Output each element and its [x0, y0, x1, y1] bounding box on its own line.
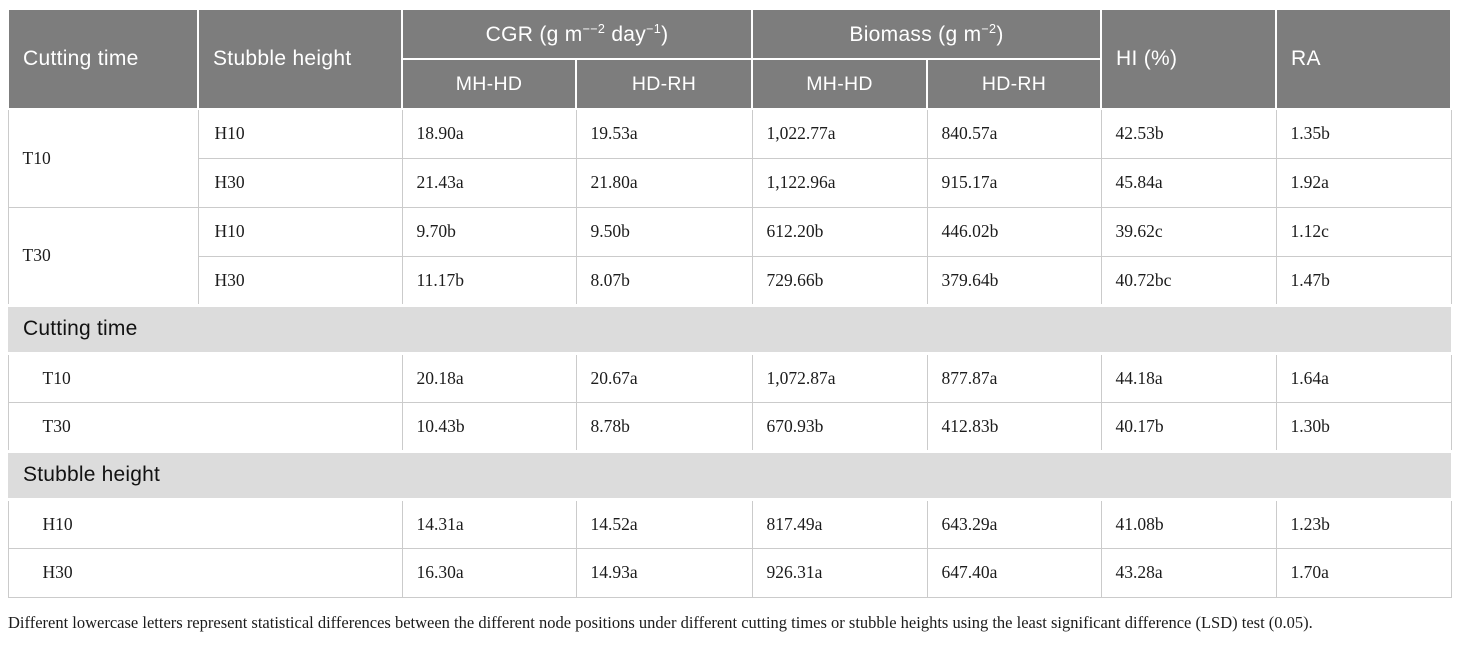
- cell-value: 21.80a: [575, 157, 753, 208]
- cell-value: 643.29a: [926, 498, 1102, 549]
- cell-row-label: T10: [7, 352, 403, 403]
- cell-value: 40.17b: [1100, 401, 1277, 452]
- cell-row-label: H30: [7, 547, 403, 598]
- cell-row-label: T30: [7, 401, 403, 452]
- col-header-cgr: CGR (g m−−2 day−1): [400, 8, 754, 60]
- cell-value: 39.62c: [1100, 206, 1277, 257]
- table-container: Cutting time Stubble height CGR (g m−−2 …: [7, 8, 1453, 632]
- cell-value: 1,072.87a: [751, 352, 928, 403]
- table-row: T10 H10 18.90a 19.53a 1,022.77a 840.57a …: [7, 108, 1452, 208]
- cell-value: 379.64b: [926, 255, 1102, 306]
- col-header-biomass: Biomass (g m−2): [751, 8, 1103, 60]
- unit-text: day: [605, 22, 647, 46]
- cell-value: 9.70b: [401, 206, 577, 257]
- table-row: H30 16.30a 14.93a 926.31a 647.40a 43.28a…: [7, 547, 1452, 598]
- unit-text: ): [661, 22, 669, 46]
- section-label: Cutting time: [8, 303, 1452, 355]
- cell-value: 10.43b: [401, 401, 577, 452]
- col-header-cgr-hd-rh: HD-RH: [574, 58, 754, 110]
- table-row: T30 H10 9.70b 9.50b 612.20b 446.02b 39.6…: [7, 206, 1452, 306]
- cell-value: 18.90a: [401, 108, 577, 159]
- unit-text: ): [996, 22, 1004, 46]
- table-row: T30 10.43b 8.78b 670.93b 412.83b 40.17b …: [7, 401, 1452, 452]
- cell-stubble-height: H10: [197, 206, 403, 257]
- cell-cutting-time: T10: [7, 108, 199, 208]
- cell-value: 19.53a: [575, 108, 753, 159]
- section-label: Stubble height: [8, 449, 1452, 501]
- cell-value: 647.40a: [926, 547, 1102, 598]
- table-row: H30 11.17b 8.07b 729.66b 379.64b 40.72bc…: [8, 255, 1452, 306]
- cell-value: 915.17a: [926, 157, 1102, 208]
- unit-text: CGR (g m: [485, 22, 583, 46]
- cell-value: 14.93a: [575, 547, 753, 598]
- cell-value: 21.43a: [401, 157, 577, 208]
- cell-row-label: H10: [7, 498, 403, 549]
- cell-value: 14.31a: [401, 498, 577, 549]
- cell-value: 42.53b: [1100, 108, 1277, 159]
- table-footnote: Different lowercase letters represent st…: [8, 612, 1313, 632]
- section-band-stubble-height: Stubble height: [8, 449, 1452, 501]
- cell-value: 412.83b: [926, 401, 1102, 452]
- cell-value: 44.18a: [1100, 352, 1277, 403]
- cell-cutting-time: T30: [7, 206, 199, 306]
- col-header-ra: RA: [1275, 8, 1453, 110]
- header-group-row: Cutting time Stubble height CGR (g m−−2 …: [7, 8, 1453, 110]
- cell-value: 817.49a: [751, 498, 928, 549]
- cell-value: 1,022.77a: [751, 108, 928, 159]
- col-header-stubble-height: Stubble height: [197, 8, 403, 110]
- cell-value: 1.30b: [1275, 401, 1452, 452]
- col-header-cgr-mh-hd: MH-HD: [401, 58, 577, 110]
- cell-value: 9.50b: [575, 206, 753, 257]
- cell-value: 1.47b: [1275, 255, 1452, 306]
- cell-value: 926.31a: [751, 547, 928, 598]
- unit-superscript: −2: [981, 21, 997, 36]
- unit-superscript: −−2: [582, 21, 606, 36]
- cell-value: 877.87a: [926, 352, 1102, 403]
- section-band-cutting-time: Cutting time: [8, 303, 1452, 355]
- col-header-cutting-time: Cutting time: [7, 8, 199, 110]
- table-header: Cutting time Stubble height CGR (g m−−2 …: [7, 8, 1453, 110]
- col-header-hi: HI (%): [1100, 8, 1278, 110]
- cell-value: 14.52a: [575, 498, 753, 549]
- cell-value: 1.23b: [1275, 498, 1452, 549]
- unit-text: Biomass (g m: [849, 22, 982, 46]
- cell-value: 840.57a: [926, 108, 1102, 159]
- cell-value: 11.17b: [401, 255, 577, 306]
- cell-value: 16.30a: [401, 547, 577, 598]
- cell-value: 45.84a: [1100, 157, 1277, 208]
- cell-value: 612.20b: [751, 206, 928, 257]
- cell-value: 1.70a: [1275, 547, 1452, 598]
- cell-value: 1.64a: [1275, 352, 1452, 403]
- cell-value: 43.28a: [1100, 547, 1277, 598]
- cell-value: 1,122.96a: [751, 157, 928, 208]
- cell-value: 20.18a: [401, 352, 577, 403]
- unit-superscript: −1: [646, 21, 662, 36]
- results-table: Cutting time Stubble height CGR (g m−−2 …: [7, 8, 1453, 598]
- cell-value: 446.02b: [926, 206, 1102, 257]
- header-sub-row: MH-HD HD-RH MH-HD HD-RH: [8, 58, 1451, 110]
- table-row: H30 21.43a 21.80a 1,122.96a 915.17a 45.8…: [8, 157, 1452, 208]
- table-body: T10 H10 18.90a 19.53a 1,022.77a 840.57a …: [7, 108, 1452, 598]
- cell-value: 1.12c: [1275, 206, 1452, 257]
- table-row: H10 14.31a 14.52a 817.49a 643.29a 41.08b…: [7, 498, 1452, 549]
- cell-value: 40.72bc: [1100, 255, 1277, 306]
- cell-value: 1.35b: [1275, 108, 1452, 159]
- cell-value: 729.66b: [751, 255, 928, 306]
- col-header-biomass-mh-hd: MH-HD: [751, 58, 929, 110]
- cell-stubble-height: H30: [197, 255, 403, 306]
- cell-value: 1.92a: [1275, 157, 1452, 208]
- cell-value: 41.08b: [1100, 498, 1277, 549]
- cell-stubble-height: H10: [197, 108, 403, 159]
- cell-value: 670.93b: [751, 401, 928, 452]
- cell-value: 8.07b: [575, 255, 753, 306]
- cell-value: 8.78b: [575, 401, 753, 452]
- cell-stubble-height: H30: [197, 157, 403, 208]
- cell-value: 20.67a: [575, 352, 753, 403]
- table-row: T10 20.18a 20.67a 1,072.87a 877.87a 44.1…: [7, 352, 1452, 403]
- col-header-biomass-hd-rh: HD-RH: [926, 58, 1103, 110]
